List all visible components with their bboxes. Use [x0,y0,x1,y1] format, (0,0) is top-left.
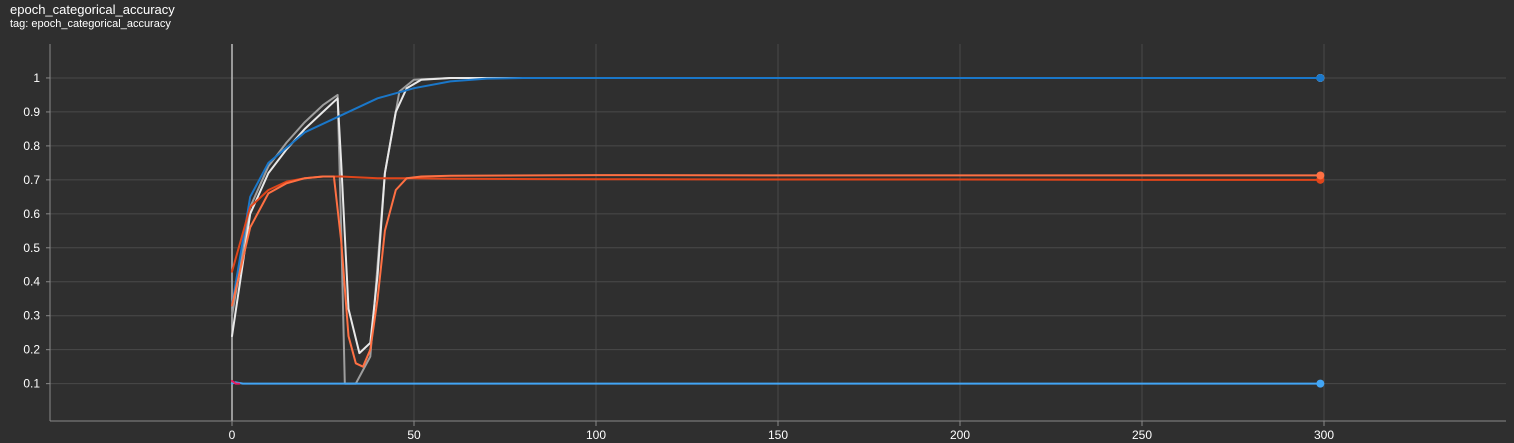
y-tick-label: 0.5 [23,241,40,255]
chart-tag: tag: epoch_categorical_accuracy [10,18,175,31]
tick-labels: 0.1 0.2 0.3 0.4 0.5 0.6 0.7 0.8 0.9 1 0 50 100 150 200… [23,71,1334,442]
x-tick-label: 150 [768,428,788,442]
series-end-marker-5 [1316,171,1325,180]
tag-value: epoch_categorical_accuracy [31,18,171,30]
series-end-marker-3 [1316,73,1325,82]
x-tick-label: 250 [1132,428,1152,442]
series-line-1 [231,77,1322,385]
series-line-3 [231,77,1322,307]
y-tick-label: 0.4 [23,275,40,289]
y-tick-label: 0.8 [23,139,40,153]
chart-header: epoch_categorical_accuracy tag: epoch_ca… [10,2,175,31]
x-tick-label: 100 [586,428,606,442]
series-line-6 [231,381,1322,385]
x-tick-label: 300 [1314,428,1334,442]
series-end-marker-6 [1316,379,1325,388]
series-lines [231,73,1325,388]
y-tick-label: 0.6 [23,207,40,221]
series-line-5 [231,174,1322,368]
x-tick-label: 50 [407,428,421,442]
series-line-2 [231,77,1322,355]
axes [46,44,1506,426]
series-line-7 [231,379,241,385]
tag-prefix: tag: [10,18,29,30]
y-tick-label: 0.7 [23,173,40,187]
y-tick-label: 0.9 [23,105,40,119]
chart-title: epoch_categorical_accuracy [10,2,175,17]
y-tick-label: 0.2 [23,343,40,357]
series-line-4 [231,175,1322,273]
y-tick-label: 0.1 [23,377,40,391]
x-tick-label: 200 [950,428,970,442]
y-tick-label: 1 [33,71,40,85]
y-tick-label: 0.3 [23,309,40,323]
grid [50,44,1506,421]
x-tick-label: 0 [229,428,236,442]
